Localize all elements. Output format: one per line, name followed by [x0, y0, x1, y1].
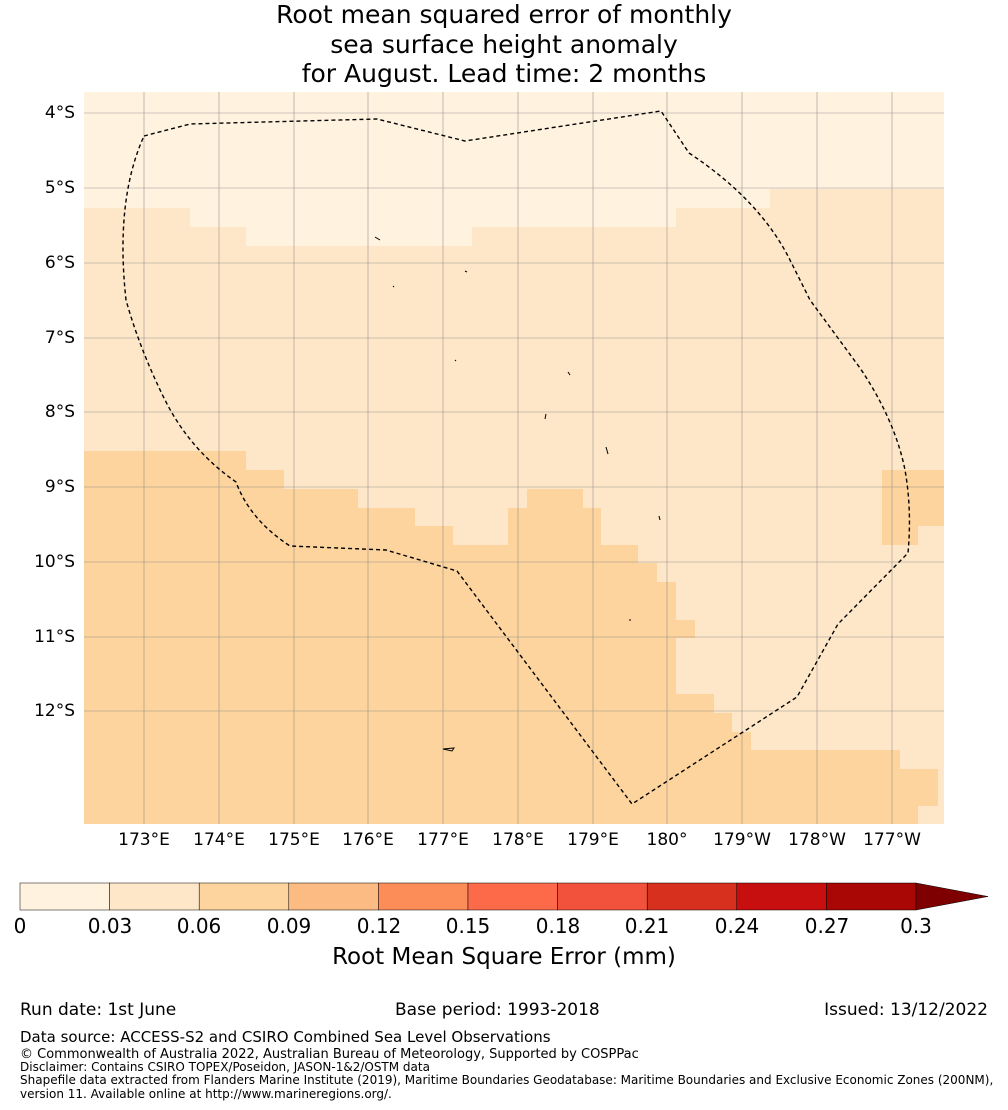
lon-label: 175°E	[268, 830, 320, 850]
disclaimer: Disclaimer: Contains CSIRO TOPEX/Poseido…	[20, 1060, 430, 1074]
island	[605, 446, 609, 455]
island	[392, 285, 395, 288]
colorbar-tick: 0.27	[804, 914, 850, 938]
title-line-1: Root mean squared error of monthly	[276, 0, 732, 29]
lon-label: 179°E	[567, 830, 619, 850]
colorbar-label: Root Mean Square Error (mm)	[332, 944, 676, 970]
island	[544, 413, 547, 420]
lon-label: 178°E	[492, 830, 544, 850]
lat-label: 8°S	[44, 402, 75, 422]
lon-label: 177°W	[863, 830, 921, 850]
lat-label: 12°S	[34, 701, 75, 721]
gridlines	[84, 92, 944, 824]
chart-title: Root mean squared error of monthly sea s…	[0, 0, 1008, 89]
colorbar-tick: 0.18	[535, 914, 581, 938]
colorbar-segment	[288, 882, 379, 911]
island	[464, 270, 468, 273]
shapefile-version: version 11. Available online at http://w…	[20, 1087, 392, 1101]
colorbar-extension-arrow	[915, 882, 989, 911]
map-figure	[19, 92, 989, 911]
colorbar-tick: 0	[13, 914, 27, 938]
lat-label: 4°S	[44, 103, 75, 123]
lat-label: 5°S	[44, 178, 75, 198]
lat-label: 10°S	[34, 552, 75, 572]
title-line-2: sea surface height anomaly	[330, 29, 678, 59]
rmse-region-medium-east	[882, 470, 944, 545]
colorbar-segment	[557, 882, 648, 911]
colorbar-tick: 0.21	[624, 914, 670, 938]
colorbar-segment	[198, 882, 290, 911]
island	[567, 371, 571, 376]
lon-label: 176°E	[342, 830, 394, 850]
colorbar-segment	[109, 882, 200, 911]
islands	[374, 236, 661, 752]
colorbar	[19, 882, 989, 911]
copyright: © Commonwealth of Australia 2022, Austra…	[20, 1047, 639, 1062]
lat-label: 9°S	[44, 477, 75, 497]
colorbar-tick: 0.24	[714, 914, 760, 938]
colorbar-segment	[736, 882, 827, 911]
colorbar-tick: 0.12	[356, 914, 402, 938]
lat-label: 11°S	[34, 627, 75, 647]
shapefile-credit: Shapefile data extracted from Flanders M…	[20, 1073, 994, 1087]
rmse-region-medium	[84, 451, 938, 824]
colorbar-segment	[646, 882, 738, 911]
eez-boundary	[122, 110, 911, 805]
title-line-3: for August. Lead time: 2 months	[301, 59, 707, 88]
lon-label: 173°E	[118, 830, 170, 850]
map-area	[84, 92, 944, 824]
rmse-region-lightest-notch	[84, 189, 770, 246]
lon-label: 174°E	[193, 830, 245, 850]
colorbar-tick: 0.03	[87, 914, 133, 938]
lon-label: 178°W	[788, 830, 846, 850]
colorbar-segment	[19, 882, 110, 911]
colorbar-segment	[467, 882, 558, 911]
lat-label: 7°S	[44, 328, 75, 348]
lon-label: 177°E	[417, 830, 469, 850]
data-source: Data source: ACCESS-S2 and CSIRO Combine…	[20, 1028, 551, 1046]
colorbar-segment	[826, 882, 917, 911]
run-date: Run date: 1st June	[20, 1000, 177, 1020]
colorbar-tick: 0.3	[900, 914, 932, 938]
colorbar-tick: 0.09	[266, 914, 312, 938]
colorbar-segment	[378, 882, 469, 911]
island	[374, 236, 381, 241]
island	[442, 747, 455, 752]
lon-label: 180°	[646, 830, 688, 850]
base-period: Base period: 1993-2018	[395, 1000, 600, 1020]
issued-date: Issued: 13/12/2022	[824, 1000, 988, 1020]
colorbar-tick: 0.15	[445, 914, 491, 938]
island	[658, 515, 661, 521]
colorbar-tick: 0.06	[176, 914, 222, 938]
island	[454, 359, 457, 362]
lon-label: 179°W	[713, 830, 771, 850]
lat-label: 6°S	[44, 253, 75, 273]
